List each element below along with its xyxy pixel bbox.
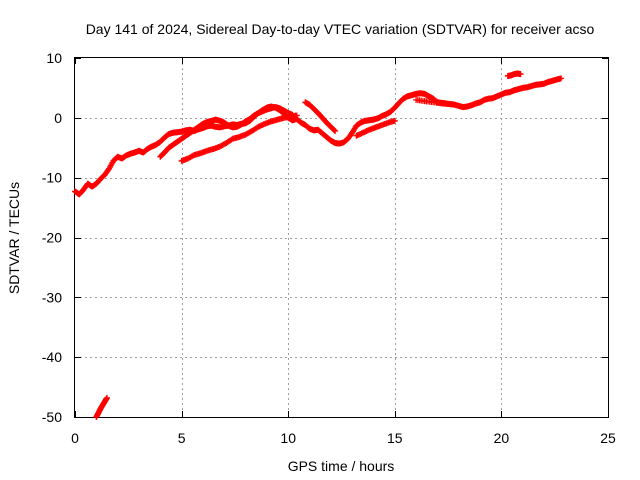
y-tick-label: -40 — [42, 349, 62, 365]
x-tick-label: 25 — [600, 430, 616, 446]
data-point-marker — [517, 71, 524, 78]
x-tick-label: 5 — [178, 430, 186, 446]
axis-ticks: 0 5 10 15 20 25 10 0 -10 -20 -30 -40 -50 — [42, 50, 616, 446]
y-tick-label: -50 — [42, 409, 62, 425]
y-tick-label: -10 — [42, 170, 62, 186]
x-tick-label: 15 — [387, 430, 403, 446]
series-track-d — [302, 99, 339, 134]
series-track-g — [504, 70, 524, 79]
plot-area-frame — [74, 57, 609, 418]
chart-title: Day 141 of 2024, Sidereal Day-to-day VTE… — [86, 21, 595, 37]
x-axis-label: GPS time / hours — [288, 458, 395, 474]
y-tick-label: -30 — [42, 289, 62, 305]
series-track-h — [93, 394, 110, 420]
y-tick-label: -20 — [42, 230, 62, 246]
x-tick-label: 20 — [494, 430, 510, 446]
data-point-marker — [447, 101, 454, 108]
data-point-marker — [331, 127, 338, 134]
y-tick-label: 10 — [46, 50, 62, 66]
data-points — [72, 70, 565, 420]
series-track-b — [157, 104, 296, 160]
data-point-marker — [391, 117, 398, 124]
data-point-marker — [293, 112, 300, 119]
series-track-c — [178, 112, 300, 164]
y-tick-label: 0 — [54, 110, 62, 126]
data-point-marker — [332, 127, 339, 134]
data-point-marker — [103, 394, 110, 401]
series-track-f — [413, 96, 454, 108]
x-tick-label: 0 — [71, 430, 79, 446]
data-point-marker — [558, 75, 565, 82]
y-axis-label: SDTVAR / TECUs — [6, 182, 22, 294]
x-tick-label: 10 — [280, 430, 296, 446]
series-track-e — [353, 117, 398, 139]
series-track-a — [72, 75, 565, 198]
grid-lines — [75, 58, 608, 417]
